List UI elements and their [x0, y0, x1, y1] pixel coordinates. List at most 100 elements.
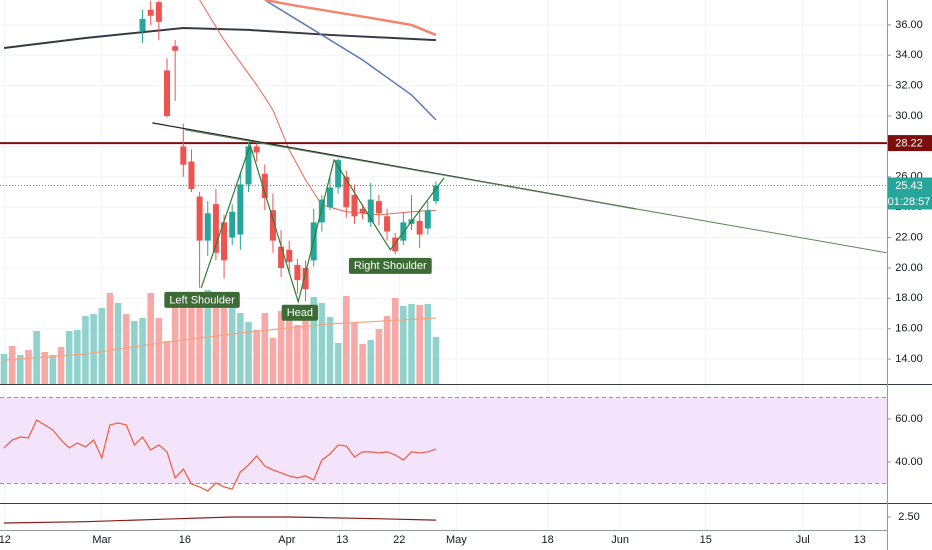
- price-label: 28.22: [895, 137, 923, 149]
- volume-bar: [155, 318, 163, 384]
- volume-bar: [8, 346, 16, 384]
- candle-body: [172, 46, 179, 51]
- candle-body: [359, 208, 366, 214]
- volume-bar: [114, 303, 122, 384]
- volume-bar: [163, 341, 171, 384]
- candle-body: [351, 195, 358, 217]
- candle-body: [384, 216, 391, 232]
- countdown-box: [887, 193, 932, 210]
- y-tick-label: 40.00: [895, 456, 923, 468]
- volume-bar: [261, 313, 269, 384]
- volume-bar: [82, 316, 89, 384]
- candle-body: [196, 196, 203, 241]
- volume-bar: [432, 337, 440, 384]
- price-label-box: [887, 177, 932, 194]
- trend-drawing: [184, 129, 887, 254]
- candle-body: [212, 204, 219, 253]
- x-tick-label: 12: [0, 534, 11, 546]
- volume-bar: [74, 330, 81, 384]
- annotation-label: Head: [287, 307, 313, 319]
- volume-bar: [326, 317, 334, 384]
- candle-body: [253, 146, 260, 153]
- candle-body: [139, 18, 146, 31]
- volume-bar: [253, 330, 260, 384]
- annotation-box: [164, 291, 240, 308]
- trend-drawing: [200, 142, 445, 305]
- price-label-box: [887, 135, 932, 152]
- volume-bar: [367, 340, 375, 384]
- y-tick-label: 18.00: [895, 292, 923, 304]
- volume-bar: [302, 315, 309, 384]
- x-tick-label: 22: [393, 534, 405, 546]
- candle-body: [261, 173, 268, 199]
- volume-bar: [351, 323, 358, 384]
- candle-body: [302, 267, 309, 290]
- y-tick-label: 34.00: [895, 49, 923, 61]
- volume-bar: [98, 308, 106, 384]
- x-tick-label: 13: [336, 534, 348, 546]
- volume-bar: [220, 300, 228, 384]
- candle-body: [269, 210, 276, 241]
- y-tick-label: 32.00: [895, 80, 923, 92]
- volume-bar: [139, 318, 146, 384]
- x-tick-label: 15: [700, 534, 712, 546]
- x-tick-label: May: [446, 534, 467, 546]
- volume-bar: [277, 311, 285, 384]
- candle-body: [432, 185, 439, 202]
- candle-body: [204, 213, 211, 241]
- volume-bar: [212, 302, 220, 384]
- volume-bar: [343, 296, 350, 384]
- volume-ma: [3, 317, 436, 361]
- moving-average: [264, 0, 437, 121]
- volume-bar: [0, 354, 8, 384]
- candle-body: [392, 237, 399, 252]
- countdown-label: 01:28:57: [888, 196, 931, 208]
- volume-bar: [416, 305, 423, 384]
- candle-body: [318, 199, 325, 223]
- annotation-box: [348, 257, 432, 274]
- candle-body: [188, 161, 195, 189]
- volume-bar: [106, 293, 114, 384]
- x-tick-label: Jul: [796, 534, 810, 546]
- y-tick-label: 2.50: [898, 511, 919, 523]
- volume-bar: [310, 297, 318, 384]
- candle-body: [278, 246, 285, 268]
- pane: Left Shoulder Head Right Shoulder: [0, 0, 887, 384]
- x-tick-label: Apr: [278, 534, 295, 546]
- y-tick-label: 20.00: [895, 262, 923, 274]
- candle-body: [375, 201, 382, 214]
- candle-body: [294, 264, 301, 281]
- volume-bar: [122, 314, 130, 384]
- volume-bar: [391, 298, 399, 384]
- x-tick-label: Mar: [92, 534, 111, 546]
- annotation-label: Right Shoulder: [354, 260, 427, 272]
- volume-bar: [294, 325, 301, 384]
- volume-bar: [180, 293, 187, 384]
- rsi-band: [0, 397, 887, 484]
- volume-bar: [41, 352, 49, 384]
- candle-body: [229, 211, 236, 238]
- y-tick-label: 30.00: [895, 110, 923, 122]
- volume-bar: [25, 350, 32, 384]
- y-tick-label: 22.00: [895, 231, 923, 243]
- pane: [3, 516, 436, 524]
- volume-bar: [196, 300, 203, 384]
- volume-bar: [400, 306, 407, 384]
- volume-bar: [318, 303, 326, 384]
- volume-bar: [334, 343, 342, 384]
- volume-bar: [375, 329, 383, 384]
- candle-body: [221, 222, 228, 261]
- price-label: 25.43: [895, 180, 923, 192]
- volume-bar: [237, 313, 244, 384]
- moving-average: [199, 0, 436, 216]
- volume-bar: [383, 316, 391, 384]
- candle-body: [245, 146, 252, 185]
- candle-body: [424, 210, 431, 229]
- x-tick-label: 16: [179, 534, 191, 546]
- volume-bar: [359, 344, 366, 384]
- y-tick-label: 36.00: [895, 19, 923, 31]
- y-tick-label: 16.00: [895, 323, 923, 335]
- volume-bar: [228, 306, 236, 384]
- volume-bar: [285, 313, 293, 384]
- x-tick-label: Jun: [611, 534, 629, 546]
